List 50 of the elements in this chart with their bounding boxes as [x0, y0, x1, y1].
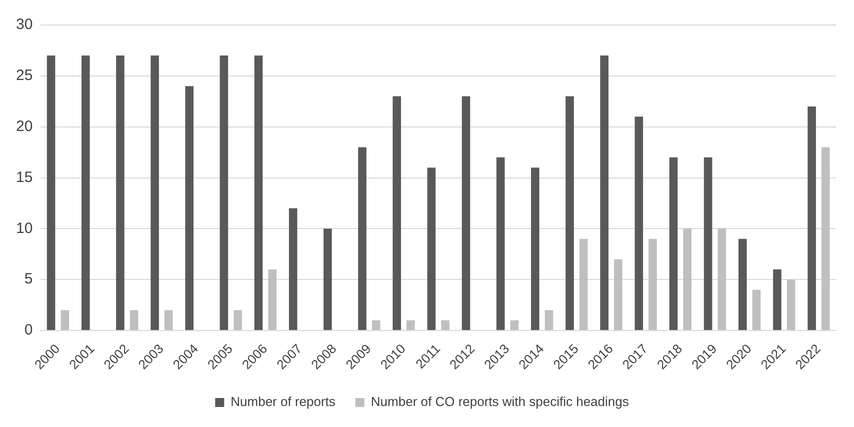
bar [566, 96, 574, 330]
bar [288, 208, 298, 330]
bar [234, 310, 242, 330]
bar [683, 228, 692, 330]
bar [600, 56, 608, 330]
bar [786, 280, 796, 330]
bar [441, 320, 450, 330]
bar [634, 116, 644, 330]
bar [531, 168, 540, 330]
bar [821, 147, 830, 330]
bar [254, 56, 263, 330]
y-tick-label: 25 [16, 67, 33, 84]
bar [46, 56, 56, 330]
bar [81, 56, 90, 330]
bar [268, 269, 277, 330]
legend-label: Number of CO reports with specific headings [370, 394, 630, 410]
y-tick-label: 30 [16, 16, 33, 34]
bar [496, 157, 505, 330]
bar [185, 86, 194, 330]
bar [738, 238, 747, 330]
bar [648, 238, 657, 330]
bar [669, 157, 678, 330]
bar [544, 310, 554, 330]
y-tick-label: 15 [16, 168, 33, 186]
y-tick-label: 5 [24, 270, 33, 288]
y-tick-label: 20 [16, 118, 33, 135]
bar [462, 96, 470, 330]
bar [372, 320, 380, 330]
bar [116, 56, 124, 330]
bar [60, 310, 70, 330]
bar [324, 228, 332, 330]
legend-label: Number of reports [230, 394, 336, 410]
bar [773, 269, 782, 330]
bar [614, 259, 622, 330]
bar [130, 310, 138, 330]
bar [164, 310, 173, 330]
bar [220, 56, 228, 330]
bar [579, 238, 588, 330]
bar [704, 157, 712, 330]
bar [718, 228, 726, 330]
bar [427, 168, 436, 330]
bar [358, 147, 366, 330]
bar [406, 320, 415, 330]
bar [510, 320, 519, 330]
bar [808, 106, 816, 330]
bar [150, 56, 159, 330]
y-tick-label: 10 [16, 220, 33, 237]
bar [752, 290, 761, 330]
y-tick-label: 0 [24, 322, 33, 339]
bar [392, 96, 401, 330]
